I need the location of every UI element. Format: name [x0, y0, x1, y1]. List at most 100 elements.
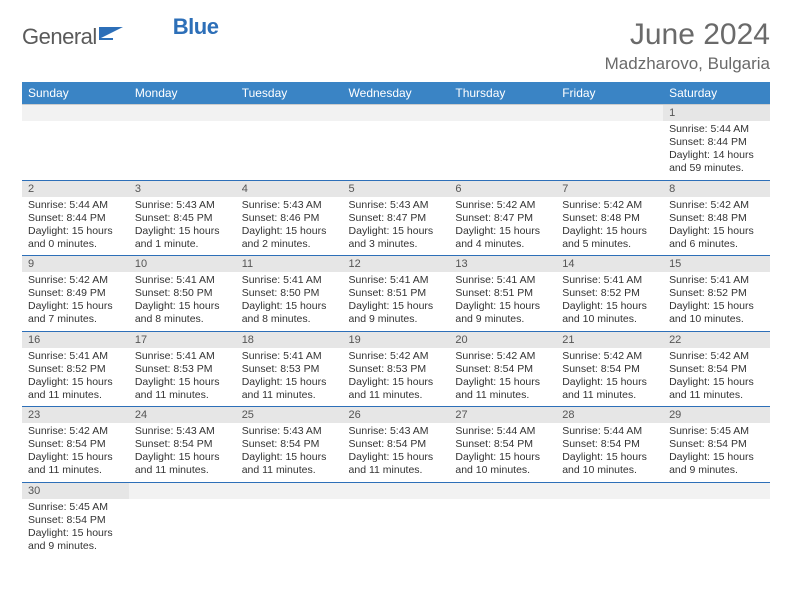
day-body-cell: Sunrise: 5:43 AMSunset: 8:47 PMDaylight:… — [343, 197, 450, 256]
day-header: Friday — [556, 82, 663, 105]
day-number-cell: 16 — [22, 331, 129, 348]
daylight-line: Daylight: 15 hours and 8 minutes. — [135, 300, 230, 326]
sunrise-line: Sunrise: 5:44 AM — [455, 425, 550, 438]
sunset-line: Sunset: 8:50 PM — [135, 287, 230, 300]
day-body-cell: Sunrise: 5:42 AMSunset: 8:53 PMDaylight:… — [343, 348, 450, 407]
day-number-cell — [129, 105, 236, 122]
daylight-line: Daylight: 15 hours and 7 minutes. — [28, 300, 123, 326]
sunrise-line: Sunrise: 5:41 AM — [28, 350, 123, 363]
sunrise-line: Sunrise: 5:42 AM — [669, 350, 764, 363]
sunrise-line: Sunrise: 5:43 AM — [135, 199, 230, 212]
day-number-cell: 1 — [663, 105, 770, 122]
day-number-cell — [343, 482, 450, 499]
sunrise-line: Sunrise: 5:45 AM — [669, 425, 764, 438]
daylight-line: Daylight: 15 hours and 11 minutes. — [669, 376, 764, 402]
day-body-cell: Sunrise: 5:44 AMSunset: 8:54 PMDaylight:… — [449, 423, 556, 482]
daylight-line: Daylight: 15 hours and 6 minutes. — [669, 225, 764, 251]
daylight-line: Daylight: 15 hours and 10 minutes. — [669, 300, 764, 326]
sunrise-line: Sunrise: 5:42 AM — [562, 199, 657, 212]
day-body-cell: Sunrise: 5:42 AMSunset: 8:54 PMDaylight:… — [663, 348, 770, 407]
sunset-line: Sunset: 8:54 PM — [455, 438, 550, 451]
day-number-cell: 2 — [22, 180, 129, 197]
sunset-line: Sunset: 8:44 PM — [669, 136, 764, 149]
day-number-cell: 4 — [236, 180, 343, 197]
sunset-line: Sunset: 8:54 PM — [562, 363, 657, 376]
calendar-body: 1Sunrise: 5:44 AMSunset: 8:44 PMDaylight… — [22, 105, 770, 558]
daylight-line: Daylight: 15 hours and 9 minutes. — [349, 300, 444, 326]
day-body-cell: Sunrise: 5:44 AMSunset: 8:44 PMDaylight:… — [663, 121, 770, 180]
sunrise-line: Sunrise: 5:41 AM — [242, 350, 337, 363]
sunset-line: Sunset: 8:46 PM — [242, 212, 337, 225]
day-body-cell — [236, 499, 343, 558]
sunset-line: Sunset: 8:52 PM — [669, 287, 764, 300]
day-number-cell: 14 — [556, 256, 663, 273]
daynum-row: 30 — [22, 482, 770, 499]
day-body-cell — [343, 121, 450, 180]
sunset-line: Sunset: 8:49 PM — [28, 287, 123, 300]
daylight-line: Daylight: 15 hours and 11 minutes. — [28, 376, 123, 402]
sunset-line: Sunset: 8:54 PM — [562, 438, 657, 451]
day-body-cell — [663, 499, 770, 558]
sunset-line: Sunset: 8:54 PM — [28, 438, 123, 451]
day-body-cell — [236, 121, 343, 180]
day-number-cell: 22 — [663, 331, 770, 348]
sunset-line: Sunset: 8:48 PM — [562, 212, 657, 225]
day-number-cell: 20 — [449, 331, 556, 348]
daylight-line: Daylight: 15 hours and 11 minutes. — [28, 451, 123, 477]
sunrise-line: Sunrise: 5:42 AM — [28, 425, 123, 438]
day-number-cell: 25 — [236, 407, 343, 424]
day-number-cell: 23 — [22, 407, 129, 424]
day-number-cell: 26 — [343, 407, 450, 424]
day-number-cell — [129, 482, 236, 499]
day-body-cell: Sunrise: 5:41 AMSunset: 8:53 PMDaylight:… — [129, 348, 236, 407]
sunrise-line: Sunrise: 5:44 AM — [669, 123, 764, 136]
sunrise-line: Sunrise: 5:41 AM — [562, 274, 657, 287]
day-number-cell: 28 — [556, 407, 663, 424]
sunset-line: Sunset: 8:54 PM — [135, 438, 230, 451]
sunrise-line: Sunrise: 5:41 AM — [349, 274, 444, 287]
sunrise-line: Sunrise: 5:41 AM — [135, 274, 230, 287]
sunrise-line: Sunrise: 5:42 AM — [455, 199, 550, 212]
day-number-cell: 11 — [236, 256, 343, 273]
sunset-line: Sunset: 8:52 PM — [28, 363, 123, 376]
day-header: Saturday — [663, 82, 770, 105]
sunset-line: Sunset: 8:54 PM — [669, 363, 764, 376]
sunset-line: Sunset: 8:47 PM — [455, 212, 550, 225]
daylight-line: Daylight: 15 hours and 0 minutes. — [28, 225, 123, 251]
week-row: Sunrise: 5:42 AMSunset: 8:49 PMDaylight:… — [22, 272, 770, 331]
day-body-cell: Sunrise: 5:41 AMSunset: 8:51 PMDaylight:… — [449, 272, 556, 331]
brand-name-blue: Blue — [173, 14, 219, 40]
day-body-cell — [449, 121, 556, 180]
sunrise-line: Sunrise: 5:41 AM — [669, 274, 764, 287]
day-body-cell: Sunrise: 5:45 AMSunset: 8:54 PMDaylight:… — [22, 499, 129, 558]
day-number-cell: 27 — [449, 407, 556, 424]
daylight-line: Daylight: 15 hours and 11 minutes. — [349, 376, 444, 402]
day-body-cell — [22, 121, 129, 180]
day-body-cell: Sunrise: 5:42 AMSunset: 8:48 PMDaylight:… — [556, 197, 663, 256]
sunrise-line: Sunrise: 5:41 AM — [455, 274, 550, 287]
day-body-cell: Sunrise: 5:44 AMSunset: 8:44 PMDaylight:… — [22, 197, 129, 256]
week-row: Sunrise: 5:42 AMSunset: 8:54 PMDaylight:… — [22, 423, 770, 482]
day-body-cell: Sunrise: 5:45 AMSunset: 8:54 PMDaylight:… — [663, 423, 770, 482]
daynum-row: 16171819202122 — [22, 331, 770, 348]
daylight-line: Daylight: 15 hours and 11 minutes. — [135, 376, 230, 402]
daylight-line: Daylight: 15 hours and 10 minutes. — [562, 300, 657, 326]
day-number-cell: 24 — [129, 407, 236, 424]
day-number-cell — [449, 482, 556, 499]
day-header: Tuesday — [236, 82, 343, 105]
day-body-cell: Sunrise: 5:42 AMSunset: 8:54 PMDaylight:… — [22, 423, 129, 482]
sunset-line: Sunset: 8:47 PM — [349, 212, 444, 225]
daylight-line: Daylight: 15 hours and 1 minute. — [135, 225, 230, 251]
sunset-line: Sunset: 8:53 PM — [135, 363, 230, 376]
day-number-cell: 13 — [449, 256, 556, 273]
day-number-cell — [236, 482, 343, 499]
day-number-cell — [22, 105, 129, 122]
day-body-cell: Sunrise: 5:41 AMSunset: 8:52 PMDaylight:… — [556, 272, 663, 331]
day-body-cell: Sunrise: 5:43 AMSunset: 8:54 PMDaylight:… — [343, 423, 450, 482]
day-header: Sunday — [22, 82, 129, 105]
sunset-line: Sunset: 8:54 PM — [242, 438, 337, 451]
daynum-row: 9101112131415 — [22, 256, 770, 273]
daynum-row: 2345678 — [22, 180, 770, 197]
sunrise-line: Sunrise: 5:44 AM — [28, 199, 123, 212]
day-number-cell: 8 — [663, 180, 770, 197]
